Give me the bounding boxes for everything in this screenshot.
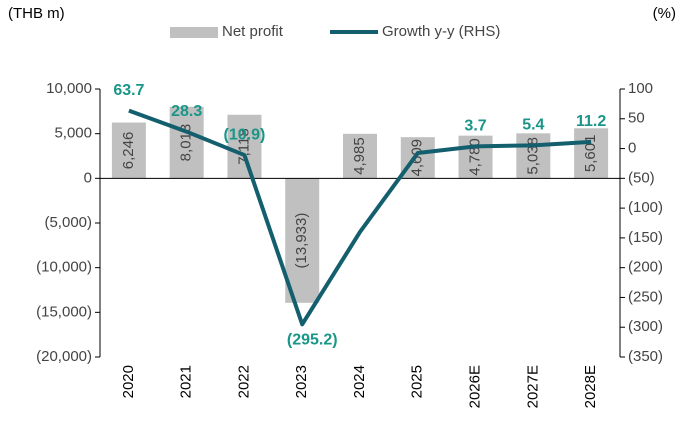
y2-tick-label: (350) [628, 348, 663, 365]
line-value-label: (10.9) [224, 126, 266, 143]
bar-value-label: 4,780 [467, 138, 484, 176]
bar [111, 122, 146, 179]
y2-tick-label: 50 [628, 110, 645, 127]
x-tick-label: 2022 [235, 365, 252, 398]
y-tick-label: (10,000) [36, 259, 92, 276]
y-tick-label: (15,000) [36, 303, 92, 320]
y2-tick-label: (100) [628, 199, 663, 216]
y2-tick-label: 0 [628, 140, 636, 157]
line-value-label: 63.7 [113, 82, 144, 99]
bar [343, 133, 377, 179]
line-value-label: (295.2) [287, 332, 338, 349]
line [128, 108, 592, 327]
y-tick-label: (5,000) [44, 214, 92, 231]
y-tick-label: 5,000 [54, 125, 92, 142]
y-tick-label: 10,000 [46, 80, 92, 97]
line-value-label: 28.3 [171, 103, 202, 120]
y2-tick-label: (50) [628, 169, 655, 186]
y2-tick-label: (300) [628, 318, 663, 335]
bar-value-label: (13,933) [293, 213, 310, 269]
bar-value-label: 4,985 [351, 137, 368, 175]
bar [458, 135, 493, 179]
line-value-label: 11.2 [576, 113, 606, 130]
bar [574, 128, 609, 179]
bar [227, 114, 262, 179]
y2-axis-label: (%) [653, 5, 676, 22]
y-tick-label: (20,000) [36, 348, 92, 365]
bar-value-label: 6,246 [120, 132, 137, 170]
y2-tick-label: 100 [628, 80, 653, 97]
bar [285, 178, 320, 303]
y2-tick-label: (250) [628, 288, 663, 305]
x-tick-label: 2027E [524, 365, 541, 408]
line-value-label: 3.7 [464, 118, 486, 135]
x-tick-label: 2025 [409, 365, 426, 398]
bar [169, 106, 204, 179]
x-tick-label: 2026E [467, 365, 484, 408]
y-tick-label: 0 [84, 169, 92, 186]
bar [516, 133, 551, 179]
x-tick-label: 2023 [293, 365, 310, 398]
legend-label: Net profit [222, 23, 284, 40]
legend-label: Growth y-y (RHS) [382, 23, 500, 40]
x-tick-label: 2028E [582, 365, 599, 408]
bar-value-label: 7,118 [235, 128, 252, 164]
x-tick-label: 2024 [351, 365, 368, 398]
x-tick-label: 2020 [120, 365, 137, 398]
y2-tick-label: (150) [628, 229, 663, 246]
bar-value-label: 4,609 [409, 139, 426, 177]
y2-tick-label: (200) [628, 259, 663, 276]
bar-value-label: 5,038 [524, 137, 541, 175]
y-axis-label: (THB m) [8, 5, 65, 22]
line-value-label: 5.4 [522, 117, 544, 134]
x-tick-label: 2021 [178, 365, 195, 398]
legend-swatch [170, 27, 218, 38]
